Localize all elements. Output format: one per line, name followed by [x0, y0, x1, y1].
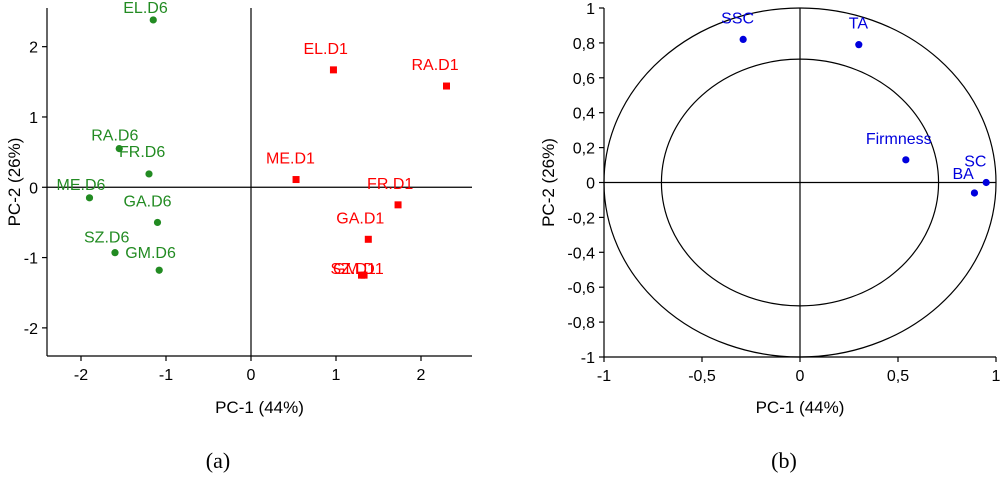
y-tick-label: -0,2 [567, 210, 595, 227]
x-tick-label: -1 [159, 367, 173, 384]
panel-a-caption: (a) [206, 448, 230, 473]
data-point [292, 176, 300, 184]
y-tick-label: 1 [586, 1, 595, 18]
x-tick-label: -2 [74, 367, 88, 384]
y-axis-label: PC-2 (26%) [5, 138, 24, 227]
data-point [364, 235, 372, 243]
y-tick-label: 0,8 [573, 36, 595, 53]
data-point [855, 41, 863, 49]
data-point [85, 194, 94, 202]
data-point [329, 66, 337, 74]
data-point [902, 156, 910, 164]
y-tick-label: -1 [581, 350, 595, 367]
score-plot-panel: -2 -1 0 1 2 -2 -1 0 1 2 PC-1 (44%) PC-2 (26%) EL.D6 R… [5, 0, 472, 417]
y-tick-label: -0,4 [567, 245, 595, 262]
y-tick-label: -2 [24, 321, 38, 338]
point-label: EL.D6 [123, 0, 168, 17]
point-label: BA [952, 166, 974, 183]
x-tick-label: 1 [992, 368, 1000, 385]
data-point [111, 249, 119, 257]
y-axis-label: PC-2 (26%) [539, 138, 558, 227]
x-tick-label: -1 [597, 368, 611, 385]
y-tick-label: 2 [29, 40, 38, 57]
point-label: RA.D6 [91, 128, 138, 145]
y-tick-label: 0,4 [573, 106, 595, 123]
data-point [970, 189, 979, 197]
x-tick-label: 0 [247, 367, 256, 384]
point-label: ME.D6 [57, 177, 106, 194]
data-point [149, 16, 157, 24]
x-tick-label: -0,5 [688, 368, 716, 385]
data-point [982, 178, 990, 187]
point-label: Firmness [866, 131, 932, 148]
y-tick-label: 0,2 [573, 141, 595, 158]
x-tick-label: 0 [796, 368, 805, 385]
y-tick-label: 0 [29, 180, 38, 197]
point-label: SSC [721, 10, 754, 27]
point-label: TA [849, 16, 869, 33]
data-point [443, 82, 450, 90]
point-label: GM.D1 [333, 261, 384, 278]
y-tick-label: -1 [24, 251, 38, 268]
data-point [155, 266, 163, 274]
data-point [115, 145, 123, 153]
point-label: SC [964, 154, 986, 171]
point-label: GM.D6 [125, 245, 176, 262]
point-label: SZ.D6 [84, 230, 129, 247]
point-label: ME.D1 [266, 151, 315, 168]
data-point [739, 35, 747, 44]
point-label: GA.D6 [124, 193, 172, 210]
x-tick-label: 1 [332, 367, 341, 384]
data-point [360, 271, 368, 279]
point-label: FR.D1 [367, 176, 413, 193]
loading-plot-panel: -1 -0,5 0 0,5 1 -1 -0,8 -0,6 -0,4 -0,2 0 0,2 0,4 0,6 0… [539, 1, 1000, 417]
point-label: GA.D1 [336, 210, 384, 227]
y-tick-label: -0,6 [567, 280, 595, 297]
y-tick-label: 0,6 [573, 71, 595, 88]
point-label: RA.D1 [412, 57, 459, 74]
x-axis-label: PC-1 (44%) [756, 398, 845, 417]
point-label: FR.D6 [119, 144, 165, 161]
data-point [153, 218, 162, 227]
y-tick-label: 1 [29, 110, 38, 127]
point-label: EL.D1 [303, 41, 348, 58]
y-tick-label: -0,8 [567, 315, 595, 332]
panel-b-caption: (b) [771, 448, 797, 473]
data-point [145, 170, 153, 178]
x-tick-label: 0,5 [887, 368, 909, 385]
x-axis-label: PC-1 (44%) [215, 398, 304, 417]
y-tick-label: 0 [586, 176, 595, 193]
data-point [394, 201, 402, 209]
x-tick-label: 2 [417, 367, 426, 384]
